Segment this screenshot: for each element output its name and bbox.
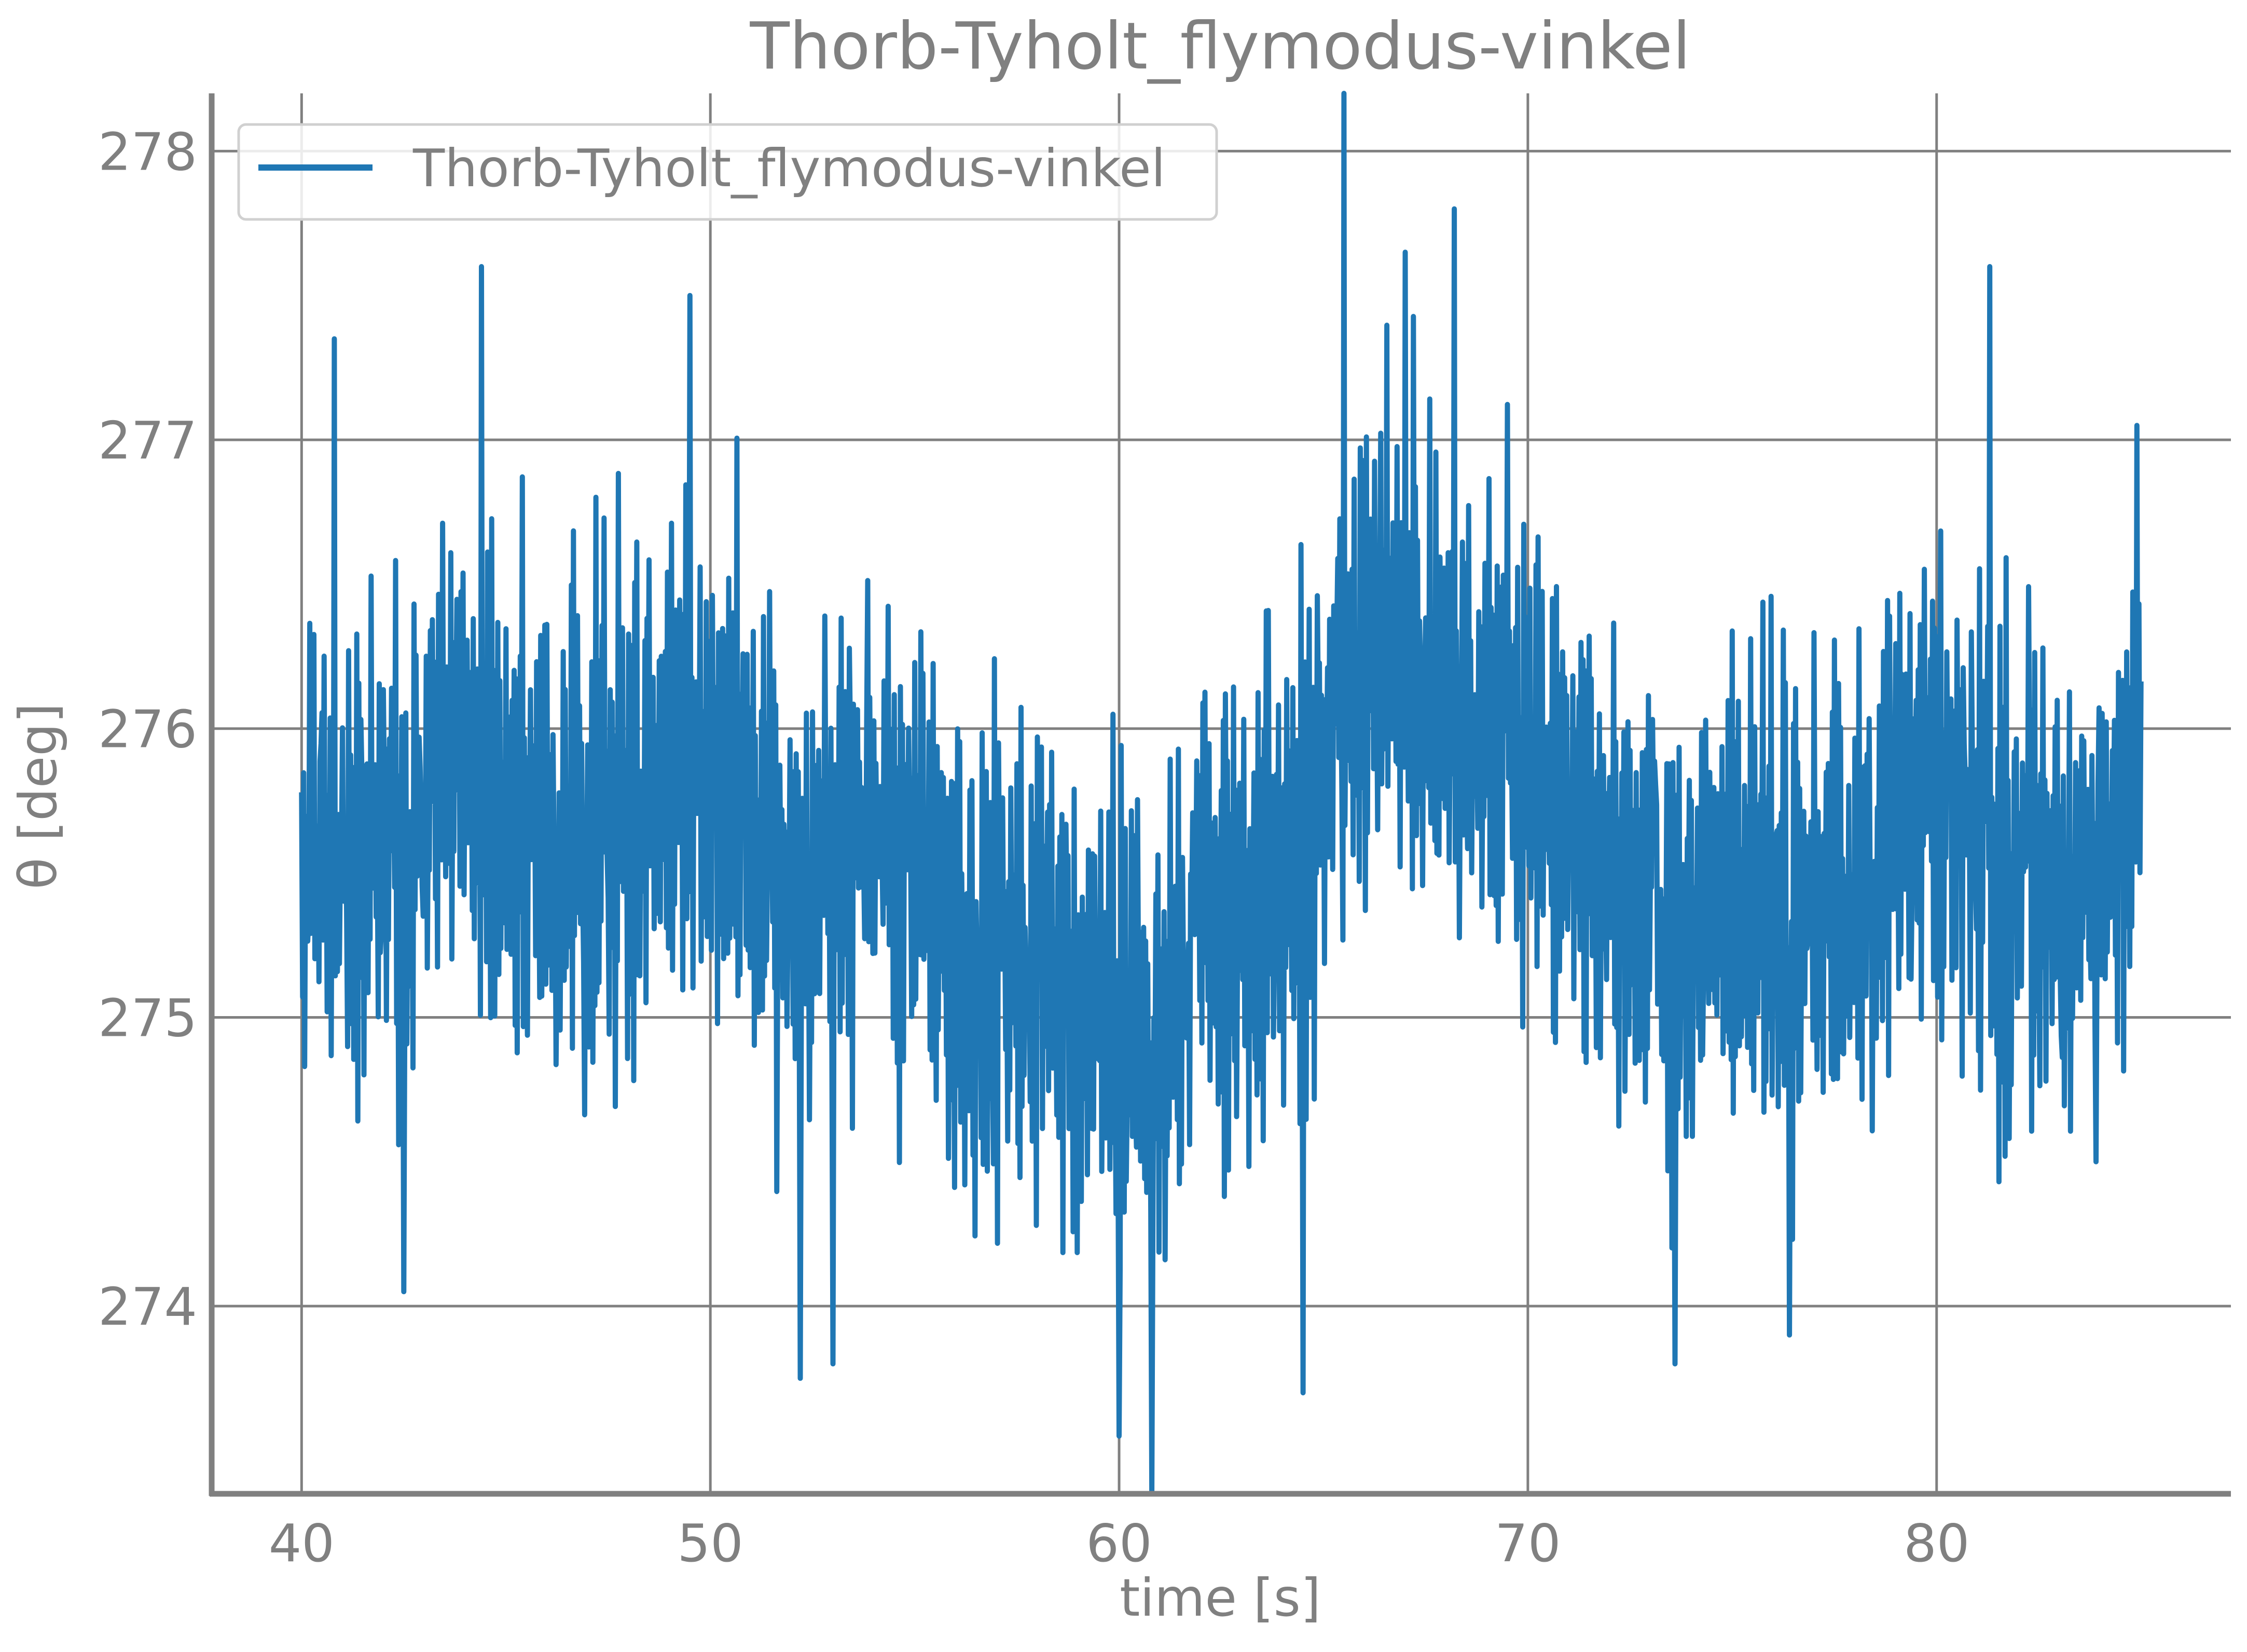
- legend-box: [237, 123, 1218, 221]
- x-tick-label: 80: [1904, 1513, 1969, 1574]
- legend-series-label: Thorb-Tyholt_flymodus-vinkel: [412, 138, 1166, 199]
- legend: Thorb-Tyholt_flymodus-vinkel: [237, 123, 1218, 221]
- y-tick-label: 278: [98, 121, 197, 182]
- x-tick-label: 60: [1086, 1513, 1152, 1574]
- y-tick-label: 275: [98, 988, 197, 1048]
- axes: [209, 93, 2231, 1497]
- series-line: [299, 91, 2144, 1494]
- x-tick-label: 70: [1495, 1513, 1561, 1574]
- x-axis-label: time [s]: [1120, 1567, 1321, 1628]
- y-tick-label: 276: [98, 699, 197, 760]
- y-axis-label: θ [deg]: [8, 703, 68, 889]
- chart-title: Thorb-Tyholt_flymodus-vinkel: [749, 9, 1690, 84]
- tick-labels: 40 50 60 70 80 274 275 276 277 278: [98, 121, 1969, 1574]
- series-layer: [299, 91, 2144, 1494]
- y-tick-label: 274: [98, 1276, 197, 1337]
- x-tick-label: 40: [269, 1513, 335, 1574]
- x-tick-label: 50: [678, 1513, 743, 1574]
- y-tick-label: 277: [98, 410, 197, 471]
